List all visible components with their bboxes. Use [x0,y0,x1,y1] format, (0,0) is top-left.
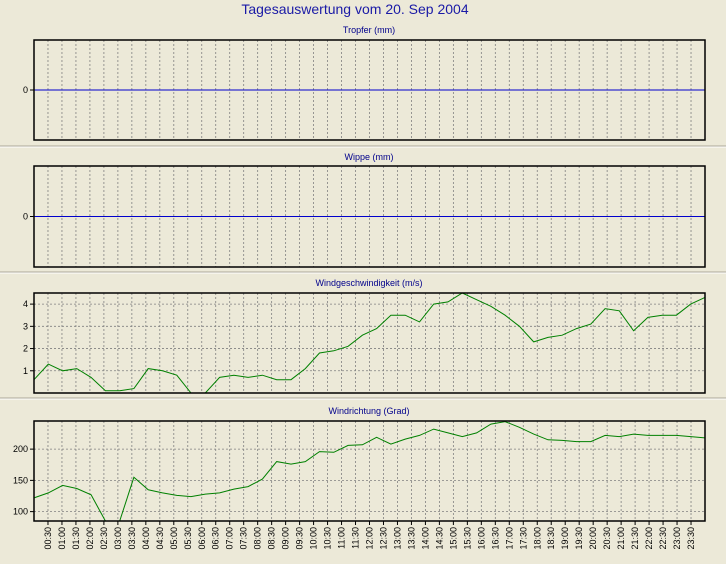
panel-title: Windgeschwindigkeit (m/s) [315,278,422,288]
chart-panels: Tropfer (mm) 0 Wippe (mm) 0 Windgeschwindigk… [0,25,726,522]
x-tick-label: 08:00 [253,527,263,550]
x-tick-label: 23:00 [672,527,682,550]
x-tick-label: 13:30 [406,527,416,550]
x-tick-label: 22:30 [658,527,668,550]
x-tick-label: 15:30 [462,527,472,550]
x-axis: 00:30 01:00 01:30 02:00 02:30 03:00 03:30 04:00… [43,521,696,550]
x-tick-label: 05:30 [183,527,193,550]
x-tick-label: 10:00 [309,527,319,550]
x-tick-label: 02:00 [85,527,95,550]
x-tick-label: 18:00 [532,527,542,550]
x-tick-label: 10:30 [323,527,333,550]
y-tick-label: 0 [23,85,28,95]
y-tick-label: 2 [23,344,28,354]
x-tick-label: 07:30 [239,527,249,550]
panel-title: Wippe (mm) [345,152,394,162]
panel-title: Windrichtung (Grad) [328,406,409,416]
x-tick-label: 12:30 [379,527,389,550]
x-tick-label: 01:30 [71,527,81,550]
x-tick-label: 08:30 [267,527,277,550]
x-tick-label: 20:30 [602,527,612,550]
chart-panel: Windrichtung (Grad) 100 150 200 [13,406,706,522]
x-tick-label: 01:00 [57,527,67,550]
y-tick-label: 3 [23,321,28,331]
x-tick-label: 23:30 [686,527,696,550]
x-tick-label: 14:30 [434,527,444,550]
panel-title: Tropfer (mm) [343,25,395,35]
x-tick-label: 14:00 [420,527,430,550]
y-tick-label: 150 [13,475,28,485]
x-tick-label: 02:30 [99,527,109,550]
x-tick-label: 09:30 [295,527,305,550]
x-tick-label: 20:00 [588,527,598,550]
x-tick-label: 16:00 [476,527,486,550]
x-tick-label: 07:00 [225,527,235,550]
x-tick-label: 04:30 [155,527,165,550]
x-tick-label: 11:00 [337,527,347,549]
series-line [33,421,706,522]
x-tick-label: 06:00 [197,527,207,550]
y-tick-label: 4 [23,299,28,309]
x-tick-label: 03:00 [113,527,123,550]
x-tick-label: 04:00 [141,527,151,550]
x-tick-label: 19:00 [560,527,570,550]
x-tick-label: 03:30 [127,527,137,550]
x-tick-label: 13:00 [393,527,403,550]
y-tick-label: 0 [23,212,28,222]
chart-panel: Tropfer (mm) 0 [0,25,726,148]
x-tick-label: 00:30 [43,527,53,550]
x-tick-label: 21:00 [616,527,626,550]
plot-frame [33,165,706,268]
x-tick-label: 22:00 [644,527,654,550]
chart-panel: Wippe (mm) 0 [0,152,726,274]
x-tick-label: 17:30 [518,527,528,550]
x-tick-label: 16:30 [490,527,500,550]
plot-frame [33,39,706,141]
plot-frame [33,292,706,394]
x-tick-label: 18:30 [546,527,556,550]
y-tick-label: 1 [23,366,28,376]
chart-title: Tagesauswertung vom 20. Sep 2004 [241,1,468,17]
y-tick-label: 200 [13,444,28,454]
x-tick-label: 11:30 [351,527,361,549]
y-tick-label: 100 [13,507,28,517]
x-tick-label: 05:00 [169,527,179,550]
x-tick-label: 17:00 [504,527,514,550]
x-tick-label: 21:30 [630,527,640,550]
chart-panel: Windgeschwindigkeit (m/s) 1 2 3 4 [0,278,726,400]
series-line [33,292,706,394]
x-tick-label: 19:30 [574,527,584,550]
x-tick-label: 12:00 [365,527,375,550]
x-tick-label: 09:00 [281,527,291,550]
x-tick-label: 15:00 [448,527,458,550]
x-tick-label: 06:30 [211,527,221,550]
